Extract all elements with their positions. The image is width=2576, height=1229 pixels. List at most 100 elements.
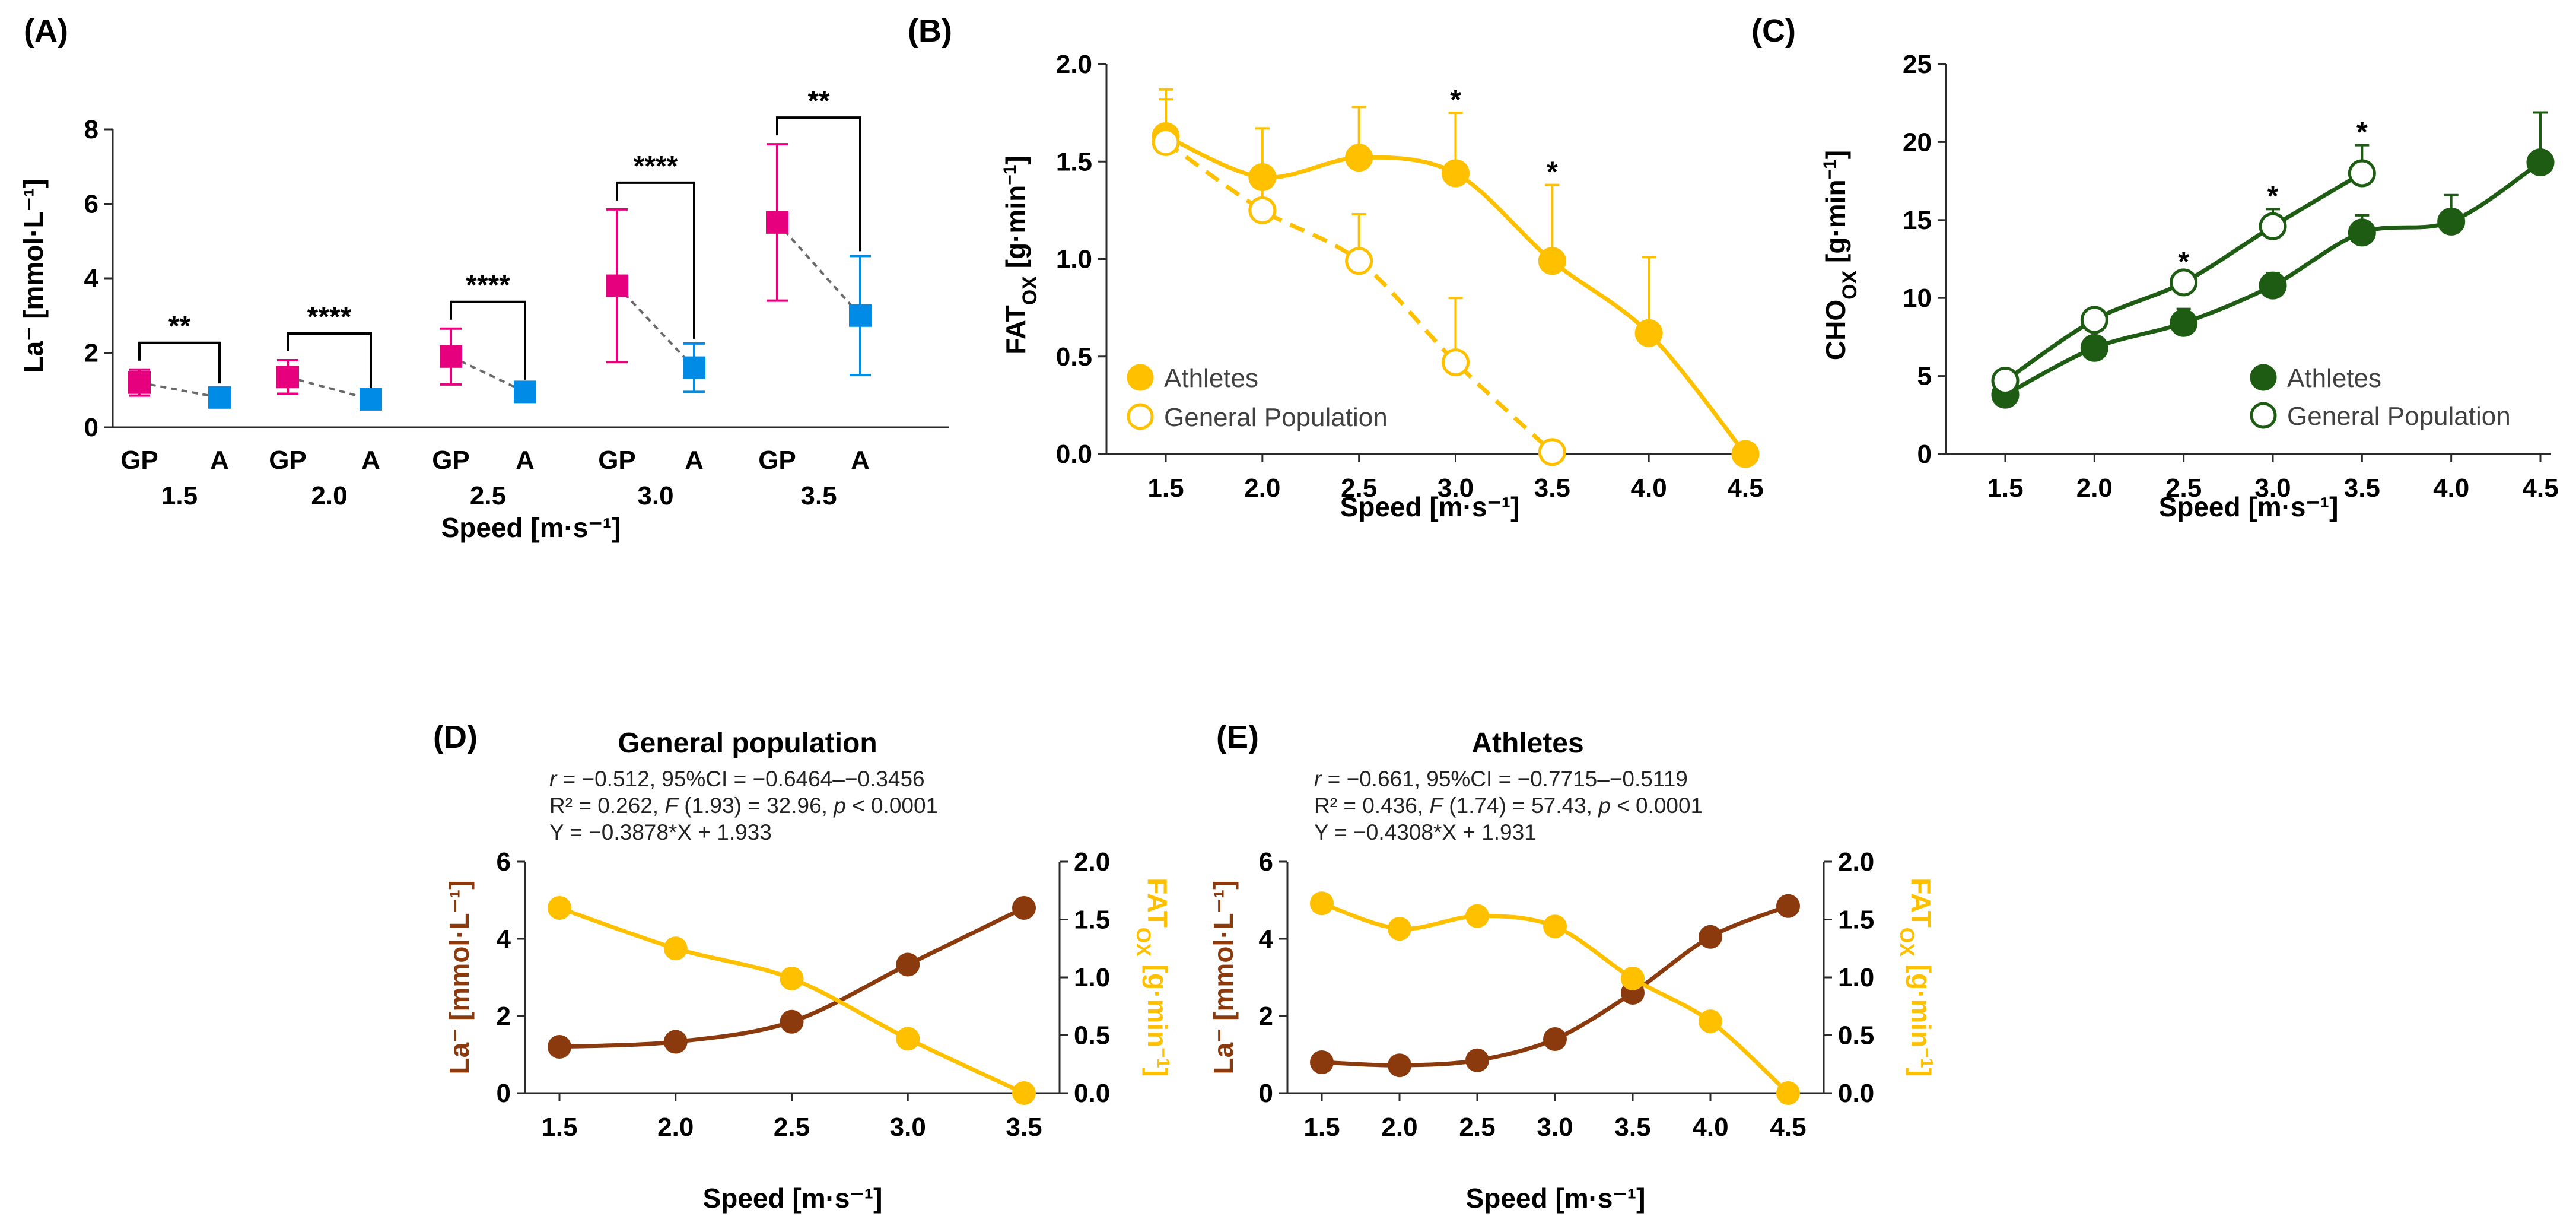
panel-d-stat-line-1: r = −0.512, 95%CI = −0.6464–−0.3456 — [549, 767, 925, 791]
panel-d-stat-line-2: R² = 0.262, F (1.93) = 32.96, p < 0.0001 — [549, 793, 938, 818]
panel-c-x-tick-label-2: 2.5 — [2165, 474, 2202, 503]
panel-e-fatox-point-5 — [1699, 1009, 1722, 1034]
panel-a-athlete-point-2 — [514, 380, 536, 404]
panel-a-sig-bracket-4 — [776, 116, 861, 252]
panel-b-athletes-point-4 — [1538, 247, 1566, 275]
panel-a-y-tick-label-left-1: 2 — [84, 339, 98, 368]
panel-e-x-tick-label-5: 4.0 — [1692, 1113, 1728, 1142]
panel-a-group-label-gp-3: GP — [598, 446, 636, 475]
panel-a-sig-label-4: ** — [807, 85, 830, 117]
panel-d-y-tick-label-left-1: 2 — [497, 1002, 511, 1031]
panel-c-athletes-point-2 — [2170, 309, 2198, 337]
panel-a-speed-label-0: 1.5 — [161, 481, 198, 510]
panel-e-fatox-point-4 — [1621, 966, 1645, 990]
panel-a-connector-3 — [616, 285, 695, 369]
panel-b-x-tick-label-2: 2.5 — [1341, 474, 1377, 503]
panel-a-group-label-a-1: A — [361, 446, 380, 475]
panel-b-y-label: FATOX [g·min−1] — [1000, 155, 1042, 354]
panel-e-lactate-point-6 — [1776, 894, 1800, 918]
legend-marker-athletes — [2250, 364, 2277, 391]
panel-b-athletes-point-5 — [1634, 319, 1663, 347]
panel-e-left-y-label: La⁻ [mmol·L⁻¹] — [1208, 880, 1239, 1074]
panel-a-gp-point-4 — [766, 211, 788, 234]
panel-d-fatox-point-0 — [548, 896, 571, 920]
panel-b-athletes-point-3 — [1442, 159, 1470, 188]
panel-a-sig-bracket-1 — [287, 332, 372, 389]
panel-e-y-tick-label-right-4: 2.0 — [1838, 847, 1874, 877]
panel-a-group-label-a-0: A — [210, 446, 229, 475]
panel-a-speed-label-3: 3.0 — [637, 481, 673, 510]
panel-b-x-tick-label-4: 3.5 — [1534, 474, 1570, 503]
panel-e-lactate-point-0 — [1310, 1050, 1334, 1074]
panel-b-y-tick-label-left-3: 1.5 — [1056, 147, 1092, 176]
panel-c-sig-label-2: * — [2356, 117, 2368, 148]
panel-d-left-y-label: La⁻ [mmol·L⁻¹] — [444, 880, 475, 1074]
panel-e-stat-line-3: Y = −0.4308*X + 1.931 — [1314, 820, 1537, 844]
panel-c: (C) 0 5 10 15 20 25 1.5 2.0 2.5 3.0 3.5 4.0 4.5 * * *… — [1751, 13, 2559, 522]
panel-b-general-population-point-4 — [1538, 438, 1566, 466]
panel-a-sig-label-1: **** — [307, 301, 352, 333]
panel-e-y-tick-label-right-1: 0.5 — [1838, 1021, 1874, 1050]
panel-c-label: (C) — [1751, 13, 1796, 49]
panel-a-sig-label-3: **** — [634, 151, 678, 182]
legend-marker-athletes — [1127, 364, 1154, 391]
panel-e-fatox-point-3 — [1543, 914, 1567, 939]
panel-a-group-label-gp-4: GP — [758, 446, 796, 475]
panel-a-group-label-a-3: A — [685, 446, 704, 475]
panel-e-y-tick-label-right-3: 1.5 — [1838, 906, 1874, 935]
panel-a-label: (A) — [24, 13, 68, 49]
panel-d-x-tick-label-1: 2.0 — [657, 1113, 694, 1142]
panel-a-athlete-point-1 — [360, 388, 382, 411]
panel-b-x-tick-label-3: 3.0 — [1438, 474, 1474, 503]
panel-e-lactate-point-5 — [1699, 925, 1722, 949]
panel-a-athlete-point-3 — [683, 356, 705, 379]
panel-e-right-y-label: FATOX [g·min−1] — [1896, 878, 1937, 1076]
panel-c-y-tick-label-left-5: 25 — [1903, 50, 1932, 79]
panel-b-x-tick-label-1: 2.0 — [1244, 474, 1280, 503]
panel-b-general-population-point-1 — [1248, 196, 1277, 224]
panel-e-fatox-point-0 — [1310, 891, 1334, 916]
panel-a-y-tick-label-left-0: 0 — [84, 413, 98, 442]
panel-d-fatox-point-2 — [780, 966, 804, 990]
panel-a-gp-point-1 — [276, 366, 299, 389]
panel-a-speed-label-1: 2.0 — [311, 481, 347, 510]
panel-b-athletes-point-6 — [1731, 440, 1760, 468]
panel-b-athletes-point-1 — [1248, 163, 1277, 192]
panel-d-x-tick-label-3: 3.0 — [890, 1113, 926, 1142]
panel-d-stats: r = −0.512, 95%CI = −0.6464–−0.3456 R² =… — [549, 767, 938, 844]
panel-e-lactate-point-2 — [1465, 1048, 1489, 1072]
panel-b-legend: Athletes General Population — [1127, 364, 1388, 432]
panel-c-y-tick-label-left-1: 5 — [1917, 362, 1932, 391]
panel-a-group-label-gp-1: GP — [269, 446, 307, 475]
panel-a-connector-0 — [139, 381, 220, 399]
panel-a-athlete-point-4 — [849, 304, 872, 327]
panel-c-x-label: Speed [m·s⁻¹] — [2159, 491, 2339, 522]
panel-a-y-tick-label-left-3: 6 — [84, 190, 98, 219]
panel-a-sig-bracket-3 — [616, 181, 695, 339]
panel-d-title: General population — [618, 728, 877, 759]
panel-e-x-tick-label-3: 3.0 — [1537, 1113, 1573, 1142]
panel-d-fatox-point-1 — [663, 936, 688, 961]
panel-b-x-label: Speed [m·s⁻¹] — [1340, 491, 1520, 522]
panel-e-x-tick-label-1: 2.0 — [1381, 1113, 1417, 1142]
panel-b-x-tick-label-0: 1.5 — [1147, 474, 1184, 503]
panel-e-fatox-point-2 — [1465, 904, 1489, 928]
panel-c-athletes-point-4 — [2348, 218, 2376, 247]
legend-marker-general-population — [1127, 403, 1154, 430]
panel-c-general-population-point-3 — [2259, 212, 2287, 240]
panel-d-y-tick-label-right-3: 1.5 — [1074, 906, 1110, 935]
panel-d-label: (D) — [433, 719, 478, 755]
panel-c-general-population-point-4 — [2348, 159, 2376, 188]
panel-c-general-population-point-0 — [1991, 366, 2020, 395]
panel-e-lactate-point-1 — [1388, 1053, 1411, 1078]
panel-d-x-label: Speed [m·s⁻¹] — [703, 1183, 883, 1214]
panel-b: (B) 0.0 0.5 1.0 1.5 2.0 1.5 2.0 2.5 3.0 3.5 4.0 4.… — [908, 13, 1764, 522]
panel-e-stat-line-1: r = −0.661, 95%CI = −0.7715–−0.5119 — [1314, 767, 1688, 791]
panel-e-x-tick-label-6: 4.5 — [1770, 1113, 1806, 1142]
panel-b-sig-label-1: * — [1547, 157, 1558, 188]
panel-a-group-label-a-4: A — [851, 446, 870, 475]
panel-a-sig-label-2: **** — [466, 270, 510, 301]
panel-c-sig-label-0: * — [2178, 246, 2189, 278]
panel-b-general-population-point-2 — [1345, 247, 1373, 275]
panel-d-lactate-point-1 — [663, 1030, 688, 1054]
